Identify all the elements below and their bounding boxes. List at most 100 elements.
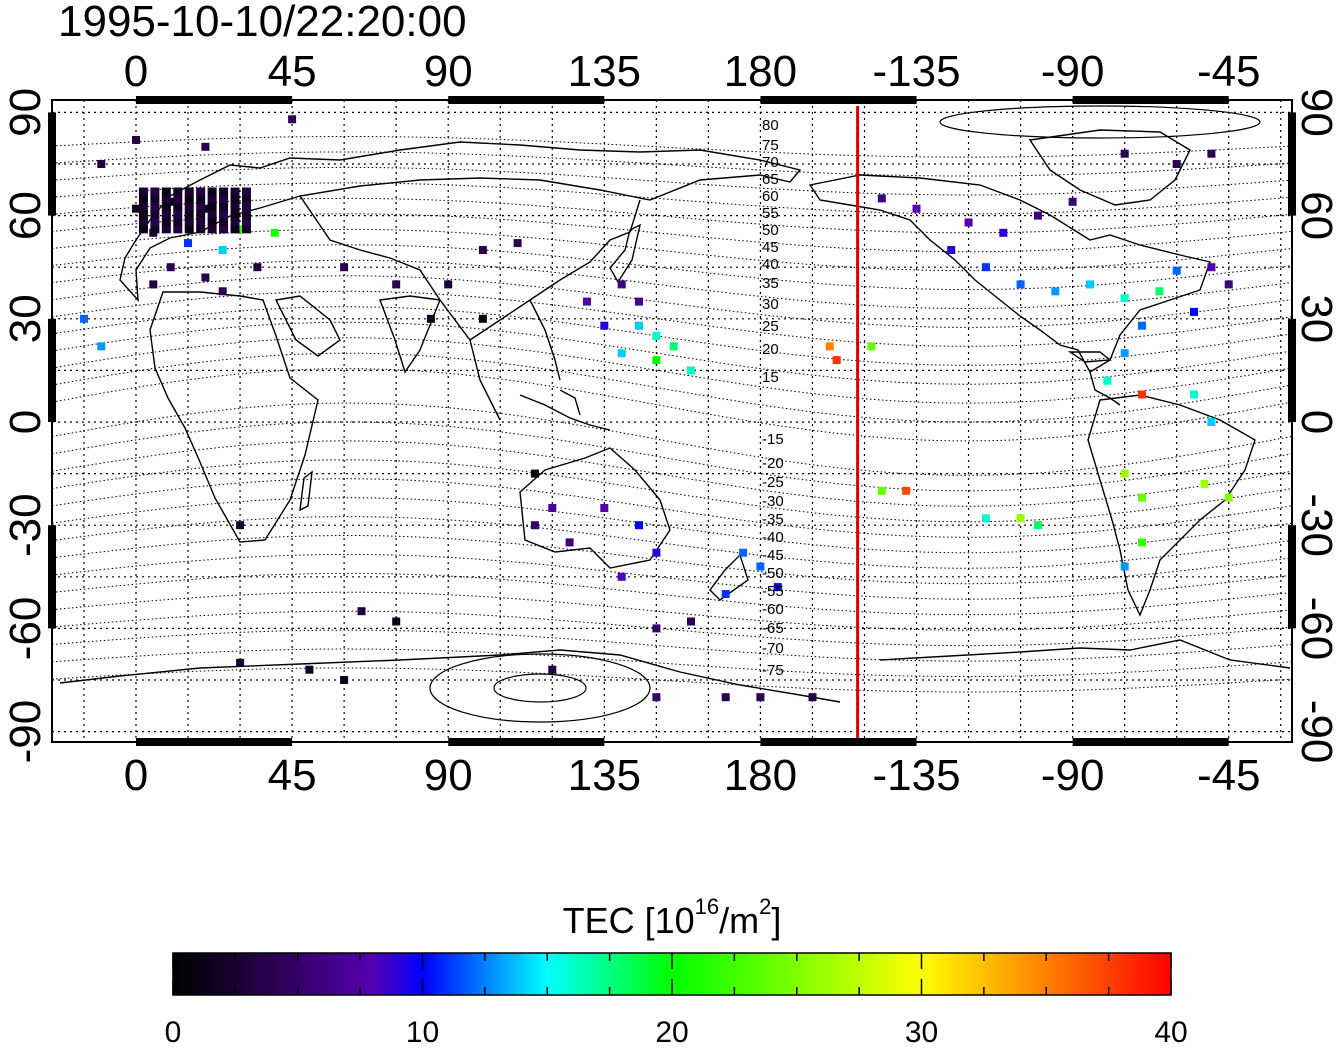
tec-point (219, 202, 229, 211)
left-lat-label: 90 (1, 88, 50, 137)
top-lon-label: 180 (724, 47, 797, 96)
tec-point (207, 202, 217, 211)
bottom-lon-label: 180 (724, 751, 797, 800)
tec-point (1120, 469, 1129, 478)
colorbar-title-exp2: 2 (759, 894, 772, 919)
tec-point (1190, 390, 1198, 399)
tec-point (150, 225, 160, 234)
contour-label: -40 (762, 529, 784, 546)
tec-point (340, 676, 349, 684)
tec-point (150, 210, 160, 219)
tec-point (207, 195, 217, 204)
contour-label: 50 (762, 222, 779, 239)
tec-point (877, 486, 886, 495)
tec-point (600, 504, 609, 512)
tec-point (184, 195, 194, 204)
right-lat-label: 60 (1292, 191, 1341, 240)
tec-point (173, 217, 183, 226)
tec-point (739, 548, 748, 557)
tec-point (1224, 493, 1233, 502)
tec-point (773, 583, 782, 592)
colorbar-ticks: 0 10 20 30 40 (165, 953, 1188, 1048)
tec-point (617, 280, 626, 289)
tec-point (635, 297, 643, 306)
tec-point (652, 332, 661, 340)
left-lat-label: 60 (1, 191, 50, 240)
tec-point (241, 202, 251, 211)
tec-point (184, 202, 194, 211)
tec-point (97, 342, 106, 351)
tec-point (1016, 514, 1025, 523)
tec-point (184, 210, 194, 219)
tec-point (964, 218, 973, 227)
tec-point (166, 263, 175, 272)
tec-point (669, 342, 678, 351)
top-lon-label: -135 (872, 47, 960, 96)
tec-point (219, 187, 229, 196)
tec-point (1051, 287, 1060, 296)
tec-point (357, 607, 366, 616)
tec-point (230, 202, 240, 211)
colorbar-title-mid: /m (719, 900, 760, 941)
tec-point (196, 187, 206, 196)
colorbar-title-prefix: TEC [10 (562, 900, 695, 941)
tec-point (184, 187, 194, 196)
tec-point (687, 366, 695, 375)
colorbar-tick-label: 40 (1154, 1016, 1187, 1048)
tec-point (687, 617, 695, 626)
tec-point (478, 314, 487, 323)
tec-point (219, 217, 229, 226)
tec-point (201, 273, 210, 282)
tec-point (652, 548, 661, 557)
tec-point (832, 356, 841, 365)
contour-label: 80 (762, 117, 779, 134)
bottom-lon-label: -45 (1197, 751, 1261, 800)
tec-point (635, 521, 643, 530)
tec-point (756, 562, 765, 571)
tec-point (1207, 418, 1216, 426)
tec-point (219, 225, 229, 234)
contour-label: -20 (762, 455, 784, 472)
tec-point (218, 246, 227, 254)
tec-point (1207, 149, 1216, 158)
tec-point (201, 204, 210, 213)
colorbar-title: TEC [1016/m2] (0, 888, 1344, 946)
tec-point (230, 225, 240, 234)
tec-point (756, 693, 765, 702)
tec-point (196, 202, 206, 211)
tec-point (138, 195, 148, 204)
left-lat-label: 30 (1, 294, 50, 343)
top-lon-label: 135 (568, 47, 641, 96)
tec-point (1138, 321, 1146, 330)
tec-point (196, 195, 206, 204)
tec-point (161, 187, 171, 196)
colorbar-title-exp: 16 (694, 894, 720, 919)
tec-point (1172, 160, 1181, 168)
contour-label: -55 (762, 583, 784, 600)
contour-label: 35 (762, 275, 779, 292)
tec-point (721, 693, 730, 702)
tec-point (138, 217, 148, 226)
contour-label: -35 (762, 511, 784, 528)
tec-point (947, 246, 956, 254)
tec-point (219, 210, 229, 219)
tec-point (1016, 280, 1025, 289)
tec-point (583, 297, 591, 306)
tec-point (97, 160, 106, 168)
tec-point (196, 217, 206, 226)
tec-point (138, 202, 148, 211)
top-lon-label: 90 (424, 47, 473, 96)
axis-frame-bars (48, 96, 1296, 746)
tec-point (236, 225, 245, 234)
tec-point (565, 538, 574, 547)
tec-point (161, 217, 171, 226)
tec-point (80, 314, 88, 323)
contour-label: 30 (762, 296, 779, 313)
tec-point (150, 195, 160, 204)
tec-point (173, 187, 183, 196)
tec-point (1120, 349, 1129, 358)
tec-point (305, 665, 314, 674)
contour-label: 25 (762, 318, 779, 335)
tec-point (548, 504, 557, 512)
top-lon-label: 45 (268, 47, 317, 96)
